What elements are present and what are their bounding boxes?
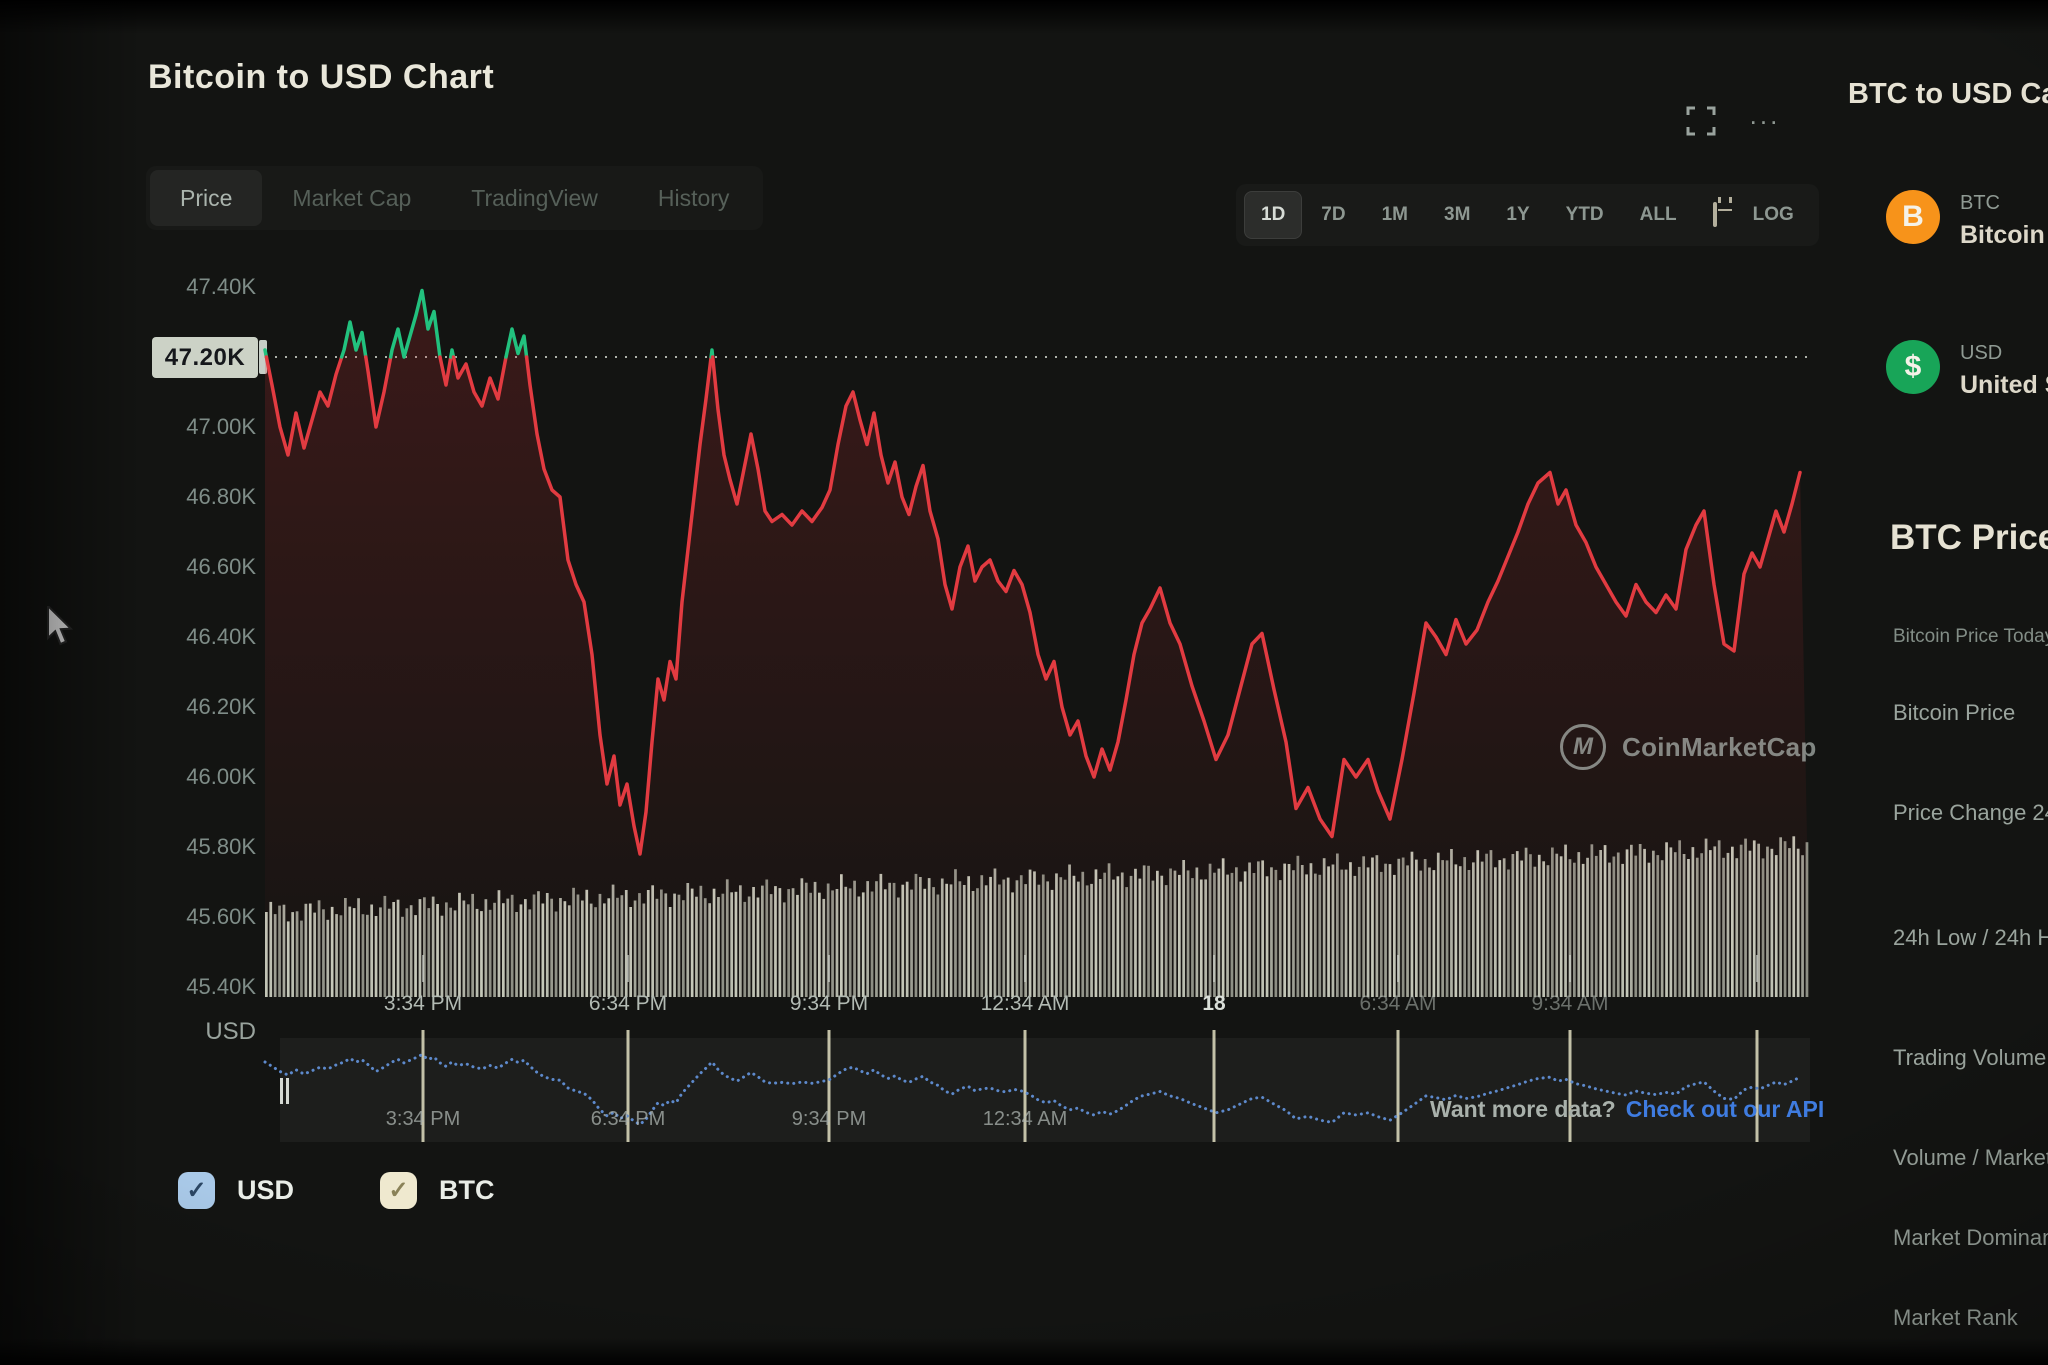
stat-row: Bitcoin Price — [1893, 700, 2016, 725]
stat-row: Market Dominance — [1893, 1225, 2048, 1250]
api-link[interactable]: Check out our API — [1625, 1096, 1825, 1122]
mouse-cursor-icon — [46, 603, 80, 653]
y-axis-label: 46.60K — [186, 554, 256, 579]
navigator-label: 3:34 PM — [385, 1108, 461, 1130]
x-axis-label: 3:34 PM — [383, 992, 463, 1015]
y-axis-label: 46.80K — [186, 484, 256, 509]
range-button-1m[interactable]: 1M — [1381, 204, 1408, 225]
check-icon: ✓ — [186, 1177, 207, 1204]
coin-texts: BTC Bitcoin — [1960, 190, 2045, 250]
log-scale-button[interactable]: LOG — [1752, 204, 1794, 225]
tab-history[interactable]: History — [657, 185, 730, 211]
converter-row-btc[interactable]: B BTC Bitcoin — [1886, 190, 2045, 250]
coin-code: BTC — [1960, 192, 2000, 214]
date-range-button[interactable] — [1696, 191, 1734, 239]
range-toolbar: 1D 7D 1M 3M 1Y YTD ALL LOG — [1236, 184, 1819, 246]
y-axis-label: 45.60K — [186, 904, 256, 929]
stats-subtitle: Bitcoin Price Today — [1893, 626, 2048, 647]
series-legend: ✓ USD ✓ BTC — [178, 1172, 495, 1209]
y-axis-label: 45.40K — [186, 974, 256, 999]
check-icon: ✓ — [388, 1177, 409, 1204]
x-axis-label: 6:34 PM — [588, 992, 668, 1015]
coin-code: USD — [1960, 342, 2003, 364]
legend-checkbox-btc[interactable]: ✓ — [380, 1172, 418, 1209]
stat-row: Trading Volume — [1893, 1045, 2047, 1070]
navigator-label: 12:34 AM — [982, 1108, 1068, 1130]
converter-title: BTC to USD Calculator — [1848, 78, 2048, 110]
legend-label: BTC — [439, 1175, 495, 1205]
y-axis-label: 46.20K — [186, 694, 256, 719]
converter-row-usd[interactable]: $ USD United States Dollar — [1886, 340, 2048, 400]
x-axis-label: 9:34 PM — [789, 992, 869, 1015]
x-axis-label: 6:34 AM — [1359, 992, 1437, 1015]
coin-name: United States Dollar — [1960, 371, 2048, 399]
fullscreen-icon[interactable] — [1682, 102, 1720, 140]
tab-market-cap[interactable]: Market Cap — [292, 185, 412, 211]
range-button-ytd[interactable]: YTD — [1565, 204, 1604, 225]
navigator-label: 9:34 PM — [791, 1108, 867, 1130]
tab-tradingview[interactable]: TradingView — [471, 185, 598, 211]
y-axis-label: 45.80K — [186, 834, 256, 859]
watermark: M CoinMarketCap — [1560, 724, 1817, 770]
dollar-coin-icon: $ — [1886, 340, 1940, 394]
stat-row: Market Rank — [1893, 1305, 2018, 1330]
legend-label: USD — [237, 1175, 295, 1205]
bitcoin-coin-icon: B — [1886, 190, 1940, 244]
x-axis-label: 18 — [1202, 992, 1226, 1015]
sidebar: BTC to USD Calculator B BTC Bitcoin $ USD Uni… — [1845, 0, 2048, 1365]
api-promo: Want more data? Check out our API — [1430, 1096, 1824, 1123]
range-button-7d[interactable]: 7D — [1321, 204, 1346, 225]
x-axis-label: 12:34 AM — [980, 992, 1070, 1015]
calendar-icon — [1712, 202, 1717, 227]
stat-row: 24h Low / 24h High — [1893, 925, 2048, 950]
navigator-label: 6:34 PM — [590, 1108, 666, 1130]
range-button-all[interactable]: ALL — [1639, 204, 1677, 225]
chart-tabs: Price Market Cap TradingView History — [146, 166, 763, 230]
more-options-icon[interactable]: ... — [1749, 100, 1781, 130]
x-axis-label: 9:34 AM — [1531, 992, 1609, 1015]
range-button-1y[interactable]: 1Y — [1506, 204, 1530, 225]
current-price-badge: 47.20K — [152, 337, 258, 378]
stats-title: BTC Price Statistics — [1890, 518, 2048, 557]
stat-row: Volume / Market Cap — [1893, 1145, 2048, 1170]
legend-item-btc[interactable]: ✓ BTC — [380, 1172, 495, 1209]
tab-price[interactable]: Price — [150, 170, 263, 226]
y-axis-label: 46.00K — [186, 764, 256, 789]
range-button-3m[interactable]: 3M — [1444, 204, 1471, 225]
legend-item-usd[interactable]: ✓ USD — [178, 1172, 294, 1209]
y-axis-unit-label: USD — [205, 1018, 256, 1045]
y-axis-label: 46.40K — [186, 624, 256, 649]
y-axis-label: 47.00K — [186, 414, 256, 439]
y-axis-label: 47.40K — [186, 274, 256, 299]
stat-row: Price Change 24h — [1893, 800, 2048, 825]
range-button-1d[interactable]: 1D — [1244, 191, 1303, 239]
coin-name: Bitcoin — [1960, 221, 2045, 249]
page-title: Bitcoin to USD Chart — [148, 58, 495, 96]
legend-checkbox-usd[interactable]: ✓ — [178, 1172, 215, 1209]
watermark-text: CoinMarketCap — [1622, 731, 1817, 762]
coin-texts: USD United States Dollar — [1960, 340, 2048, 400]
api-promo-text: Want more data? — [1430, 1096, 1616, 1122]
coinmarketcap-logo-icon: M — [1560, 724, 1606, 770]
